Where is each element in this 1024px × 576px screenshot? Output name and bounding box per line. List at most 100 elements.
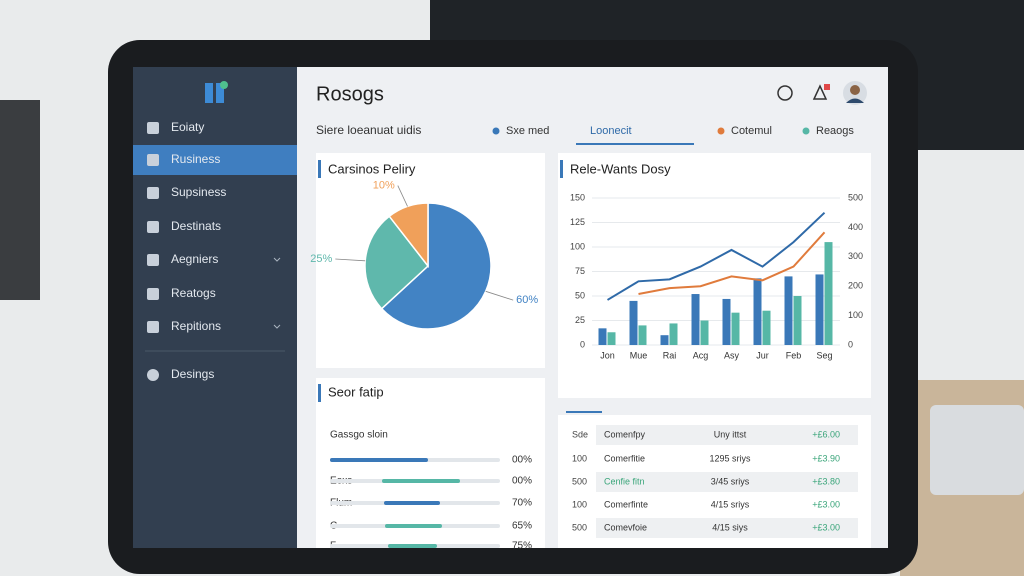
bar [722,298,731,345]
table-cell: Comenfpy [604,429,646,439]
bar [660,335,669,345]
bar [700,320,709,345]
y2-tick-label: 100 [848,310,863,320]
progress-fill [330,458,428,462]
nav-item[interactable]: Destinats [171,219,221,233]
y2-tick-label: 200 [848,281,863,291]
nav-item[interactable]: Aegniers [171,252,218,266]
y-tick-label: 50 [575,290,585,300]
chevron [273,257,281,262]
progress-pct: 00% [512,455,532,466]
subheader-label: Siere loeanuat uidis [316,123,421,137]
progress-pct: 00% [512,476,532,487]
nav-item[interactable]: Eoiaty [171,120,204,134]
y-tick-label: 125 [570,217,585,227]
y-tick-label: 0 [580,339,585,349]
logo [216,83,224,103]
notification-badge [824,84,830,90]
table-cell: +£3.00 [812,499,840,509]
nav-item[interactable]: Repitions [171,319,221,333]
y-tick-label: 75 [575,266,585,276]
bar [598,328,607,345]
progress-pct: 65% [512,521,532,532]
notification-icon[interactable] [812,84,828,100]
nav-icon [147,288,159,300]
page-title: Rosogs [316,83,384,105]
progress-fill [388,544,437,548]
nav-item[interactable]: Desings [171,367,214,381]
table-cell: 100 [572,499,587,509]
bar [784,276,793,345]
bar [638,325,647,345]
x-tick-label: Feb [786,350,802,360]
table-cell: Cenfie fitn [604,476,645,486]
table-cell: Comevfoie [604,522,647,532]
progress-fill [384,501,440,505]
table-cell: 500 [572,522,587,532]
plant-pot [0,100,40,300]
combo-panel [558,153,871,398]
nav-icon [147,122,159,134]
y-tick-label: 25 [575,315,585,325]
y2-tick-label: 300 [848,251,863,261]
table-row-bg [596,425,858,445]
table-cell: Comerfitie [604,453,645,463]
bar [669,323,678,345]
table-cell: 500 [572,476,587,486]
x-tick-label: Mue [630,350,648,360]
table-cell: 3/45 sriys [711,476,750,486]
bar [824,242,833,345]
nav-icon [147,154,159,166]
progress-pct: 75% [512,541,532,552]
nav-icon [147,254,159,266]
table-cell: 100 [572,453,587,463]
logo [205,83,213,103]
table-cell: Sde [572,429,588,439]
chevron [273,324,281,329]
legend-dot [492,127,500,135]
legend-tab[interactable]: Cotemul [731,125,772,137]
x-tick-label: Jon [600,350,615,360]
bar [731,312,740,345]
nav-active [133,145,297,175]
keyboard [930,405,1024,495]
pie-leader [485,290,514,301]
bar [753,278,762,345]
legend-tab[interactable]: Loonecit [590,125,632,137]
y2-tick-label: 500 [848,192,863,202]
nav-icon [147,221,159,233]
y-tick-label: 100 [570,241,585,251]
logo-dot [220,81,228,89]
x-tick-label: Jur [756,350,769,360]
table-cell: +£3.90 [812,453,840,463]
panel-accent [318,384,321,402]
table-cell: +£3.00 [812,522,840,532]
legend-tab[interactable]: Reaogs [816,125,854,137]
nav-icon [147,369,159,381]
panel-accent [318,160,321,178]
panel-title: Rele-Wants Dosy [570,161,671,176]
bar [629,300,638,345]
legend-tab[interactable]: Sxe med [506,125,549,137]
progress-pct: 70% [512,498,532,509]
table-row-bg [596,472,858,492]
settings-icon[interactable] [777,85,793,101]
avatar-body [846,98,864,103]
nav-item[interactable]: Supsiness [171,185,226,199]
x-tick-label: Acg [693,350,709,360]
bar [793,296,802,345]
pie-label: 25% [310,253,332,265]
y2-tick-label: 0 [848,339,853,349]
panel-title: Carsinos Peliry [328,161,416,176]
panel-subtitle: Gassgo sloin [330,430,388,441]
line-series [606,211,826,301]
pie-label: 60% [516,294,538,306]
nav-icon [147,321,159,333]
nav-item[interactable]: Rusiness [171,152,220,166]
table-cell: +£6.00 [812,429,840,439]
table-cell: 4/15 sriys [711,499,750,509]
panel-accent [560,160,563,178]
nav-item[interactable]: Reatogs [171,286,216,300]
avatar-face [850,85,860,95]
